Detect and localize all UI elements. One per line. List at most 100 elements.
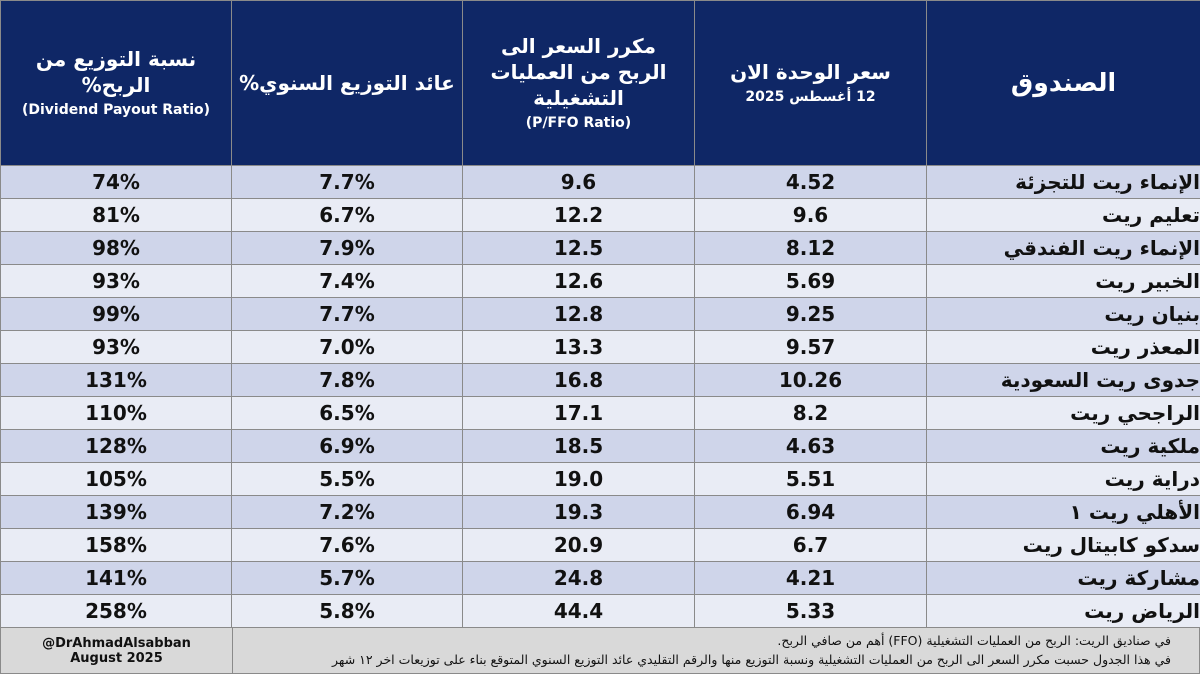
table-row: 141% 5.7% 24.8 4.21 مشاركة ريت xyxy=(0,561,1200,595)
cell-payout: 81% xyxy=(0,198,232,232)
cell-payout: 74% xyxy=(0,165,232,199)
cell-yield: 5.8% xyxy=(231,594,463,628)
cell-pffo: 12.5 xyxy=(462,231,695,265)
cell-price: 4.52 xyxy=(694,165,927,199)
cell-price: 4.21 xyxy=(694,561,927,595)
cell-pffo: 12.2 xyxy=(462,198,695,232)
cell-payout: 141% xyxy=(0,561,232,595)
footer-bar: @DrAhmadAlsabban August 2025 في صناديق ا… xyxy=(0,627,1200,674)
table-row: 158% 7.6% 20.9 6.7 سدكو كابيتال ريت xyxy=(0,528,1200,562)
cell-price: 6.7 xyxy=(694,528,927,562)
cell-pffo: 9.6 xyxy=(462,165,695,199)
cell-pffo: 13.3 xyxy=(462,330,695,364)
cell-fund: الرياض ريت xyxy=(926,594,1200,628)
cell-payout: 139% xyxy=(0,495,232,529)
header-price-date: 12 أغسطس 2025 xyxy=(745,89,876,105)
header-price: سعر الوحدة الان 12 أغسطس 2025 xyxy=(694,0,927,166)
table-row: 128% 6.9% 18.5 4.63 ملكية ريت xyxy=(0,429,1200,463)
cell-pffo: 44.4 xyxy=(462,594,695,628)
table-row: 105% 5.5% 19.0 5.51 دراية ريت xyxy=(0,462,1200,496)
table-row: 74% 7.7% 9.6 4.52 الإنماء ريت للتجزئة xyxy=(0,165,1200,199)
cell-fund: ملكية ريت xyxy=(926,429,1200,463)
header-payout-label: نسبة التوزيع من الربح% xyxy=(35,47,197,97)
cell-yield: 7.4% xyxy=(231,264,463,298)
table-row: 258% 5.8% 44.4 5.33 الرياض ريت xyxy=(0,594,1200,628)
cell-payout: 105% xyxy=(0,462,232,496)
cell-yield: 7.7% xyxy=(231,297,463,331)
header-fund-label: الصندوق xyxy=(1010,68,1117,97)
author-handle: @DrAhmadAlsabban xyxy=(42,635,191,651)
table-row: 98% 7.9% 12.5 8.12 الإنماء ريت الفندقي xyxy=(0,231,1200,265)
footnote-method: في هذا الجدول حسبت مكرر السعر الى الربح … xyxy=(332,652,1171,667)
table-row: 93% 7.4% 12.6 5.69 الخبير ريت xyxy=(0,264,1200,298)
cell-yield: 7.2% xyxy=(231,495,463,529)
cell-pffo: 16.8 xyxy=(462,363,695,397)
footnote-ffo: في صناديق الريت: الربح من العمليات التشغ… xyxy=(777,633,1171,648)
cell-fund: الإنماء ريت الفندقي xyxy=(926,231,1200,265)
cell-price: 5.33 xyxy=(694,594,927,628)
cell-price: 9.25 xyxy=(694,297,927,331)
cell-fund: الأهلي ريت ١ xyxy=(926,495,1200,529)
footnotes: في صناديق الريت: الربح من العمليات التشغ… xyxy=(233,628,1199,673)
cell-price: 5.69 xyxy=(694,264,927,298)
cell-yield: 7.7% xyxy=(231,165,463,199)
cell-fund: المعذر ريت xyxy=(926,330,1200,364)
publish-date: August 2025 xyxy=(70,650,163,666)
table-row: 131% 7.8% 16.8 10.26 جدوى ريت السعودية xyxy=(0,363,1200,397)
credit-box: @DrAhmadAlsabban August 2025 xyxy=(1,628,233,673)
cell-fund: بنيان ريت xyxy=(926,297,1200,331)
cell-yield: 7.9% xyxy=(231,231,463,265)
cell-payout: 98% xyxy=(0,231,232,265)
cell-pffo: 18.5 xyxy=(462,429,695,463)
cell-pffo: 12.8 xyxy=(462,297,695,331)
cell-fund: تعليم ريت xyxy=(926,198,1200,232)
cell-payout: 258% xyxy=(0,594,232,628)
header-pffo: مكرر السعر الى الربح من العمليات التشغيل… xyxy=(462,0,695,166)
cell-fund: الراجحي ريت xyxy=(926,396,1200,430)
table-row: 110% 6.5% 17.1 8.2 الراجحي ريت xyxy=(0,396,1200,430)
cell-yield: 5.7% xyxy=(231,561,463,595)
header-pffo-english: (P/FFO Ratio) xyxy=(525,115,632,131)
table-row: 99% 7.7% 12.8 9.25 بنيان ريت xyxy=(0,297,1200,331)
cell-pffo: 12.6 xyxy=(462,264,695,298)
cell-payout: 131% xyxy=(0,363,232,397)
cell-yield: 7.0% xyxy=(231,330,463,364)
cell-payout: 110% xyxy=(0,396,232,430)
cell-price: 8.2 xyxy=(694,396,927,430)
cell-price: 6.94 xyxy=(694,495,927,529)
cell-fund: جدوى ريت السعودية xyxy=(926,363,1200,397)
cell-price: 5.51 xyxy=(694,462,927,496)
table-body: 74% 7.7% 9.6 4.52 الإنماء ريت للتجزئة 81% 6.7%… xyxy=(0,165,1200,628)
header-price-label: سعر الوحدة الان xyxy=(730,60,891,84)
cell-pffo: 17.1 xyxy=(462,396,695,430)
cell-price: 10.26 xyxy=(694,363,927,397)
header-fund: الصندوق xyxy=(926,0,1200,166)
cell-fund: سدكو كابيتال ريت xyxy=(926,528,1200,562)
cell-fund: مشاركة ريت xyxy=(926,561,1200,595)
cell-yield: 6.9% xyxy=(231,429,463,463)
table-row: 139% 7.2% 19.3 6.94 الأهلي ريت ١ xyxy=(0,495,1200,529)
header-yield: عائد التوزيع السنوي% xyxy=(231,0,463,166)
cell-payout: 128% xyxy=(0,429,232,463)
cell-fund: الإنماء ريت للتجزئة xyxy=(926,165,1200,199)
cell-price: 8.12 xyxy=(694,231,927,265)
header-row: نسبة التوزيع من الربح% (Dividend Payout … xyxy=(0,0,1200,166)
cell-yield: 6.7% xyxy=(231,198,463,232)
cell-price: 9.57 xyxy=(694,330,927,364)
cell-yield: 7.8% xyxy=(231,363,463,397)
cell-yield: 6.5% xyxy=(231,396,463,430)
table-row: 93% 7.0% 13.3 9.57 المعذر ريت xyxy=(0,330,1200,364)
header-yield-label: عائد التوزيع السنوي% xyxy=(239,71,455,95)
cell-pffo: 24.8 xyxy=(462,561,695,595)
cell-payout: 158% xyxy=(0,528,232,562)
table-row: 81% 6.7% 12.2 9.6 تعليم ريت xyxy=(0,198,1200,232)
header-pffo-label: مكرر السعر الى الربح من العمليات التشغيل… xyxy=(490,34,667,110)
cell-payout: 99% xyxy=(0,297,232,331)
cell-fund: الخبير ريت xyxy=(926,264,1200,298)
cell-pffo: 20.9 xyxy=(462,528,695,562)
cell-yield: 5.5% xyxy=(231,462,463,496)
cell-pffo: 19.0 xyxy=(462,462,695,496)
reit-table: نسبة التوزيع من الربح% (Dividend Payout … xyxy=(0,0,1200,628)
header-payout-english: (Dividend Payout Ratio) xyxy=(21,102,211,118)
cell-price: 4.63 xyxy=(694,429,927,463)
